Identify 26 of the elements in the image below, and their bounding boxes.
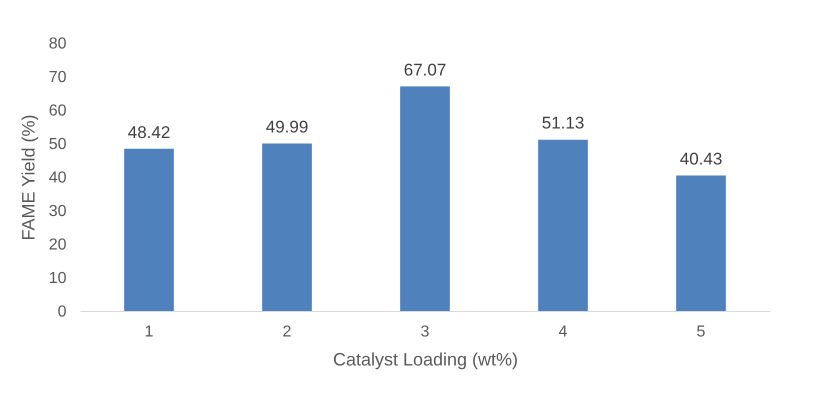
- y-tick-label: 80: [48, 36, 67, 52]
- y-tick-label: 0: [58, 304, 67, 320]
- y-tick-label: 40: [48, 170, 67, 186]
- data-label: 51.13: [542, 114, 584, 133]
- data-label: 40.43: [680, 150, 722, 169]
- x-axis-title: Catalyst Loading (wt%): [332, 350, 518, 370]
- bar: [400, 86, 450, 311]
- y-tick-label: 10: [48, 270, 67, 287]
- y-tick-label: 60: [48, 102, 67, 120]
- bar: [676, 176, 726, 311]
- x-tick-label: 5: [696, 324, 706, 340]
- data-label: 67.07: [404, 60, 446, 80]
- x-tick-label: 4: [558, 324, 568, 340]
- x-tick-label: 1: [144, 324, 154, 340]
- bar: [262, 144, 312, 311]
- x-tick-label: 3: [420, 324, 430, 340]
- y-tick-label: 20: [48, 236, 67, 254]
- data-label: 49.99: [266, 118, 308, 137]
- x-tick-label: 2: [282, 324, 292, 340]
- y-tick-label: 30: [48, 203, 67, 220]
- bar: [124, 148, 174, 311]
- y-tick-label: 70: [48, 69, 67, 86]
- data-label: 48.42: [128, 122, 170, 142]
- bar: [538, 140, 588, 311]
- y-axis-title: FAME Yield (%): [18, 114, 39, 241]
- y-tick-label: 50: [48, 136, 67, 153]
